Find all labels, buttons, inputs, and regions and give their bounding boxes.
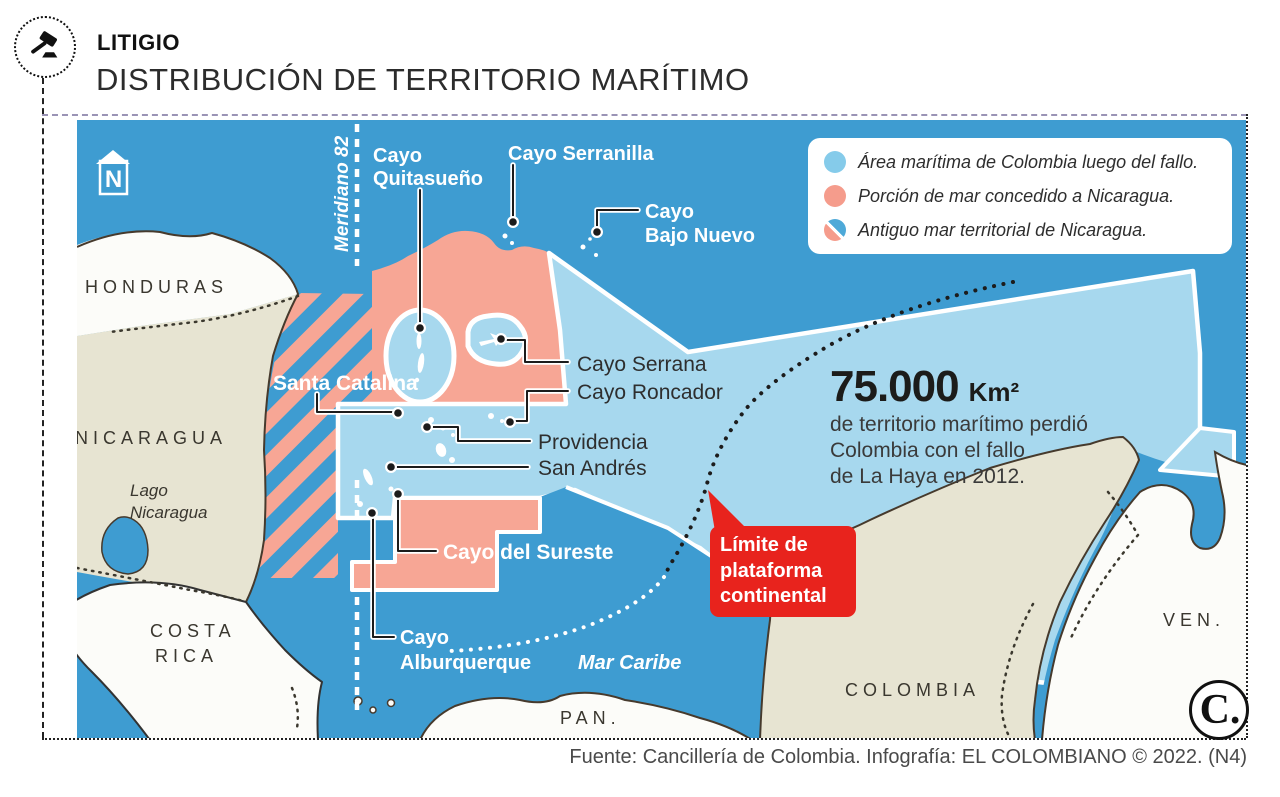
venezuela-land: [1041, 450, 1246, 738]
frame-right-line: [1246, 114, 1248, 738]
continental-shelf-callout: Límite de plataforma continental: [710, 526, 856, 617]
south-sea: [235, 487, 845, 738]
label-venezuela: VEN.: [1163, 610, 1225, 630]
stat-description: de La Haya en 2012.: [830, 464, 1025, 488]
svg-text:Lago: Lago: [130, 481, 168, 500]
label-cayo-serrana: Cayo Serrana: [577, 353, 707, 376]
callout-text: continental: [720, 585, 827, 608]
label-cayo-bajo-nuevo: Cayo: [645, 201, 694, 223]
stat-unit: Km²: [968, 377, 1020, 407]
label-santa-catalina: Santa Catalina: [273, 372, 418, 395]
frame-top-line: [42, 114, 1247, 116]
panama-island: [369, 706, 377, 714]
legend-item-colombia-area: Área marítima de Colombia luego del fall…: [824, 151, 1216, 173]
old-nicaragua-territorial-sea: [245, 293, 372, 590]
callout-text: Límite de: [720, 534, 808, 556]
map-legend: Área marítima de Colombia luego del fall…: [808, 138, 1232, 254]
label-honduras: HONDURAS: [85, 277, 228, 297]
meridian-82-label: Meridiano 82: [332, 135, 353, 252]
label-panama: PAN.: [560, 708, 621, 728]
label-cayo-del-sureste: Cayo del Sureste: [443, 541, 613, 564]
lake-nicaragua: [101, 516, 149, 575]
north-compass-icon: N: [96, 150, 130, 196]
label-colombia: COLOMBIA: [845, 680, 980, 700]
el-colombiano-logo: C.: [1189, 680, 1249, 740]
label-cayo-alburquerque: Cayo: [400, 627, 449, 649]
svg-text:Nicaragua: Nicaragua: [130, 503, 208, 522]
legend-item-nicaragua-concession: Porción de mar concedido a Nicaragua.: [824, 185, 1216, 207]
gavel-icon: [14, 16, 76, 78]
leader-lines: [314, 162, 641, 640]
legend-swatch-light-blue: [824, 151, 846, 173]
legend-swatch-salmon: [824, 185, 846, 207]
label-nicaragua: NICARAGUA: [75, 428, 227, 448]
label-cayo-roncador: Cayo Roncador: [577, 381, 723, 404]
stat-description: Colombia con el fallo: [830, 438, 1025, 462]
label-providencia: Providencia: [538, 431, 648, 454]
label-cayo-quitasueno: Cayo: [373, 145, 422, 167]
lake-label: Lago Nicaragua: [130, 481, 208, 522]
legend-swatch-striped: [824, 219, 846, 241]
costa-rica-land: [77, 581, 323, 738]
legend-item-old-territorial-sea: Antiguo mar territorial de Nicaragua.: [824, 219, 1216, 241]
quitasueno-cays: [414, 333, 425, 383]
source-credit: Fuente: Cancillería de Colombia. Infogra…: [569, 746, 1247, 768]
label-cayo-alburquerque: Alburquerque: [400, 652, 531, 674]
country-labels: HONDURAS NICARAGUA COSTA RICA PAN. COLOM…: [75, 277, 1225, 728]
continental-shelf-line: [662, 280, 1015, 579]
label-san-andres: San Andrés: [538, 457, 647, 480]
legend-label: Antiguo mar territorial de Nicaragua.: [858, 219, 1148, 240]
small-cays: [357, 233, 598, 515]
leader-dots: [366, 216, 603, 519]
country-borders: [77, 294, 1140, 738]
cay-labels-dark: Cayo Serrana Cayo Roncador Providencia S…: [538, 353, 723, 480]
label-mar-caribe: Mar Caribe: [578, 652, 681, 674]
label-cayo-serranilla: Cayo Serranilla: [508, 143, 655, 165]
svg-text:N: N: [105, 166, 122, 193]
page-title: DISTRIBUCIÓN DE TERRITORIO MARÍTIMO: [96, 62, 750, 97]
honduras-nicaragua-coast: [77, 230, 300, 603]
frame-bottom-line: [42, 738, 1246, 740]
lost-territory-stat: 75.000 Km² de territorio marítimo perdió…: [830, 362, 1088, 489]
legend-label: Área marítima de Colombia luego del fall…: [858, 151, 1199, 172]
label-cayo-bajo-nuevo: Bajo Nuevo: [645, 225, 755, 247]
cay-labels-white: Cayo Quitasueño Cayo Serranilla Cayo Baj…: [273, 143, 755, 674]
callout-text: plataforma: [720, 559, 823, 582]
frame-left-line: [42, 78, 44, 738]
label-costa-rica: RICA: [155, 646, 218, 666]
panama-land: [419, 691, 751, 738]
honduras-land-fill: [77, 231, 298, 336]
stat-description: de territorio marítimo perdió: [830, 413, 1088, 436]
stat-value: 75.000: [830, 362, 960, 411]
label-costa-rica: COSTA: [150, 621, 236, 641]
legend-label: Porción de mar concedido a Nicaragua.: [858, 185, 1175, 206]
gavel-icon-glyph: [31, 31, 58, 58]
panama-island: [386, 698, 396, 708]
label-cayo-quitasueno: Quitasueño: [373, 168, 483, 190]
kicker-label: LITIGIO: [97, 30, 180, 55]
